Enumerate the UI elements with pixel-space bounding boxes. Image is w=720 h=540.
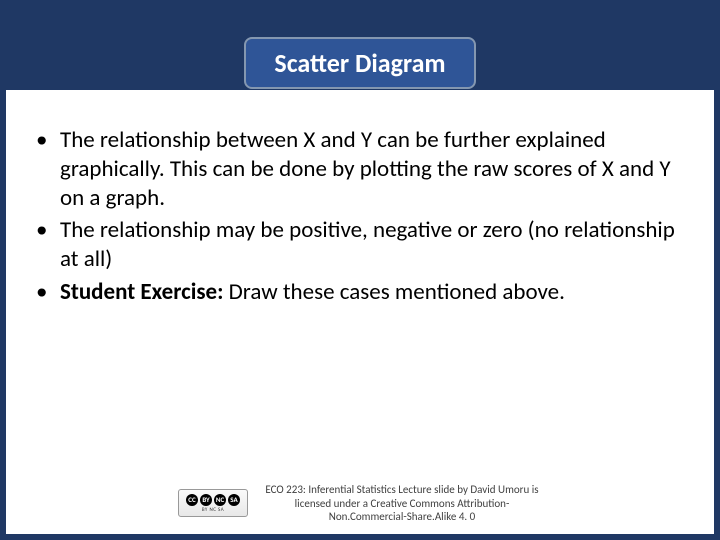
slide-content: The relationship between X and Y can be … <box>0 90 720 307</box>
bullet-list: The relationship between X and Y can be … <box>30 126 690 307</box>
bullet-item: The relationship between X and Y can be … <box>30 126 690 212</box>
attribution-text: ECO 223: Inferential Statistics Lecture … <box>262 483 542 524</box>
footer: CC BY NC SA BY NC SA ECO 223: Inferentia… <box>0 483 720 524</box>
header-band: Scatter Diagram <box>0 0 720 90</box>
bullet-text: Draw these cases mentioned above. <box>229 278 565 306</box>
nc-icon: NC <box>214 494 226 506</box>
sa-icon: SA <box>228 494 240 506</box>
cc-icon: CC <box>186 494 198 506</box>
cc-license-badge: CC BY NC SA BY NC SA <box>178 489 248 517</box>
bullet-text: The relationship between X and Y can be … <box>60 126 671 212</box>
by-icon: BY <box>200 494 212 506</box>
bullet-item: Student Exercise: Draw these cases menti… <box>30 278 690 307</box>
bullet-bold-prefix: Student Exercise: <box>60 278 229 306</box>
bullet-item: The relationship may be positive, negati… <box>30 216 690 274</box>
bullet-text: The relationship may be positive, negati… <box>60 216 675 273</box>
cc-label-line: BY NC SA <box>202 507 224 513</box>
slide-title: Scatter Diagram <box>244 37 475 89</box>
